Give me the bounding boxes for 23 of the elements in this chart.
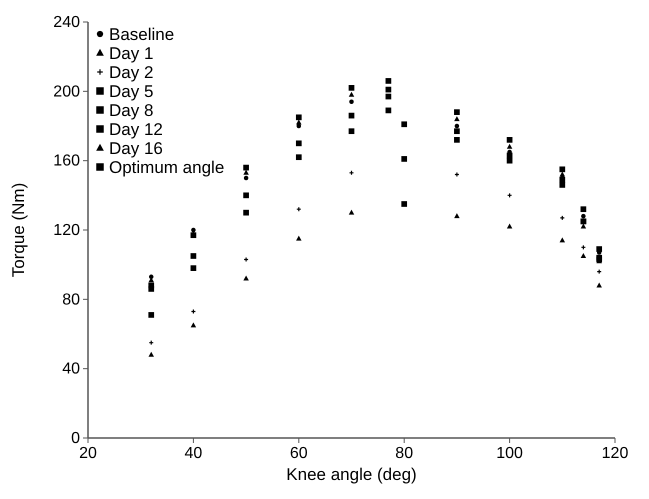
x-tick-label: 40	[184, 445, 202, 462]
y-tick-label: 240	[53, 14, 80, 31]
legend-label: Day 2	[109, 63, 154, 82]
y-tick-label: 200	[53, 83, 80, 100]
legend-label: Day 16	[109, 139, 163, 158]
y-axis-title: Torque (Nm)	[9, 182, 28, 278]
y-tick-label: 80	[62, 291, 80, 308]
x-tick-label: 120	[602, 445, 628, 462]
y-tick-label: 160	[53, 152, 80, 170]
x-tick-label: 100	[496, 445, 524, 462]
legend-label: Day 12	[109, 120, 163, 139]
legend-label: Optimum angle	[109, 158, 224, 177]
legend-label: Day 5	[109, 82, 154, 101]
y-tick-label: 120	[53, 222, 80, 239]
x-tick-label: 20	[79, 445, 97, 462]
y-tick-label: 0	[71, 430, 80, 447]
legend-label: Day 8	[109, 101, 154, 120]
x-tick-label: 80	[395, 445, 414, 462]
y-tick-label: 40	[62, 360, 80, 378]
legend-label: Baseline	[109, 25, 174, 44]
legend-label: Day 1	[109, 44, 154, 63]
x-tick-label: 60	[290, 445, 308, 462]
x-axis-title: Knee angle (deg)	[286, 465, 417, 484]
